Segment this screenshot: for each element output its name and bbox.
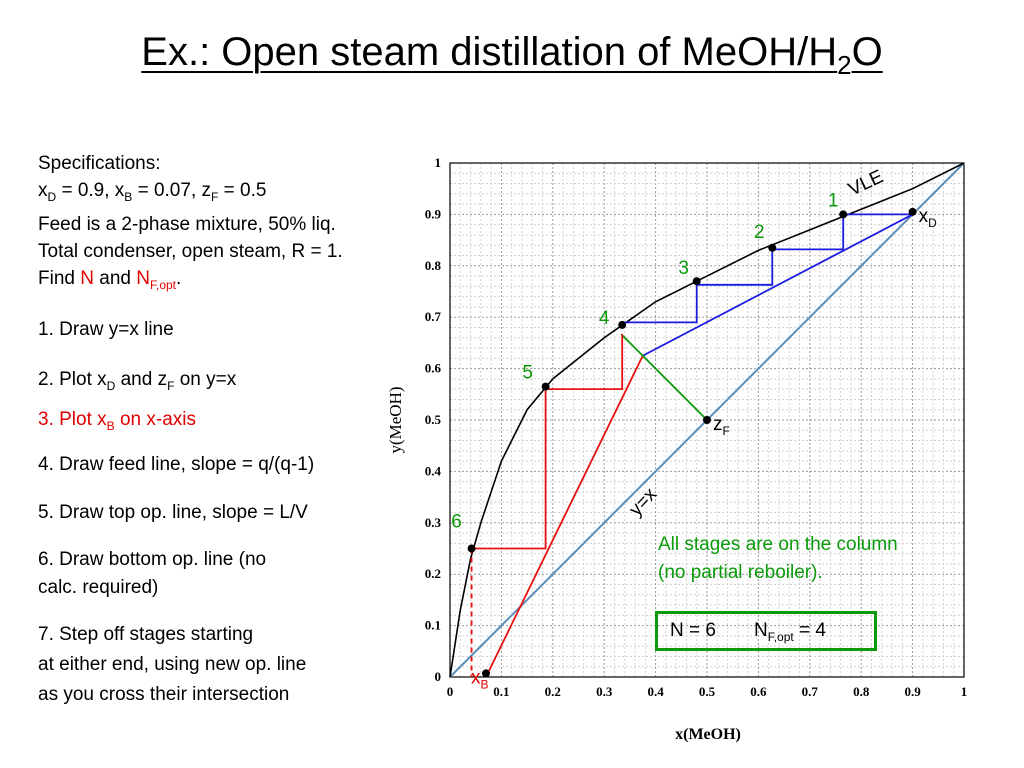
step-1: 1. Draw y=x line bbox=[38, 319, 174, 340]
y-tick-label: 0.1 bbox=[425, 618, 441, 633]
x-tick-label: 1 bbox=[961, 684, 968, 699]
spec-condenser: Total condenser, open steam, R = 1. bbox=[38, 240, 343, 262]
y-tick-label: 0.7 bbox=[425, 309, 442, 324]
step-6: 6. Draw bottom op. line (no calc. require… bbox=[38, 549, 267, 598]
top-stage-steps bbox=[622, 213, 913, 324]
diagonal-label: y=x bbox=[625, 484, 661, 521]
spec-compositions: xD = 0.9, xB = 0.07, zF = 0.5 bbox=[38, 180, 267, 204]
plot-frame bbox=[449, 162, 965, 678]
stage-note: All stages are on the column (no partial … bbox=[658, 534, 898, 583]
x-tick-label: 0.6 bbox=[750, 684, 767, 699]
spec-find: Find N and NF,opt. bbox=[38, 267, 182, 292]
step-7: 7. Step off stages starting at either end… bbox=[38, 624, 307, 705]
key-point bbox=[481, 669, 490, 678]
step-3: 3. Plot xB on x-axis bbox=[38, 409, 196, 433]
y-tick-label: 1 bbox=[435, 155, 442, 170]
x-tick-label: 0.9 bbox=[904, 684, 921, 699]
x-tick-label: 0 bbox=[447, 684, 454, 699]
stage-label: 6 bbox=[451, 512, 462, 533]
point-label: xB bbox=[471, 667, 489, 691]
top-operating-line bbox=[642, 213, 914, 357]
x-tick-label: 0.2 bbox=[545, 684, 561, 699]
x-tick-label: 0.4 bbox=[647, 684, 664, 699]
stage-label: 5 bbox=[522, 363, 533, 384]
stage-point bbox=[541, 382, 550, 391]
point-label: zF bbox=[713, 414, 730, 438]
point-label: xD bbox=[919, 206, 938, 230]
feed-line bbox=[620, 333, 708, 421]
y-axis-label: y(MeOH) bbox=[386, 386, 405, 453]
stage-point bbox=[467, 544, 476, 553]
x-axis-label: x(MeOH) bbox=[675, 726, 741, 743]
x-tick-label: 0.8 bbox=[853, 684, 870, 699]
stage-label: 3 bbox=[678, 258, 689, 279]
x-tick-label: 0.7 bbox=[802, 684, 819, 699]
bottom-stage-steps bbox=[471, 334, 624, 550]
y-tick-label: 0.4 bbox=[425, 463, 442, 478]
y-tick-label: 0 bbox=[435, 669, 442, 684]
stage-point bbox=[839, 210, 848, 219]
spec-feed: Feed is a 2-phase mixture, 50% liq. bbox=[38, 213, 336, 235]
result-box: N = 6 NF,opt = 4 bbox=[655, 611, 877, 651]
stage-label: 2 bbox=[754, 222, 765, 243]
x-tick-label: 0.5 bbox=[699, 684, 716, 699]
step-2: 2. Plot xD and zF on y=x bbox=[38, 369, 237, 393]
y-tick-label: 0.5 bbox=[425, 412, 442, 427]
y-tick-label: 0.2 bbox=[425, 566, 441, 581]
x-tick-label: 0.1 bbox=[493, 684, 509, 699]
y-tick-label: 0.9 bbox=[425, 206, 442, 221]
stage-label: 1 bbox=[828, 190, 839, 211]
y-tick-label: 0.8 bbox=[425, 258, 442, 273]
stage-label: 4 bbox=[599, 308, 610, 329]
x-tick-label: 0.3 bbox=[596, 684, 613, 699]
key-point bbox=[908, 207, 917, 216]
stage-point bbox=[618, 320, 627, 329]
key-point bbox=[703, 416, 711, 424]
slide-title: Ex.: Open steam distillation of MeOH/H2O bbox=[141, 30, 883, 80]
vle-label: VLE bbox=[845, 166, 886, 200]
specifications: Specifications: xD = 0.9, xB = 0.07, zF … bbox=[38, 150, 343, 299]
stage-point bbox=[768, 243, 777, 252]
bottom-operating-line bbox=[485, 355, 644, 678]
y-tick-label: 0.3 bbox=[425, 515, 442, 530]
axis-ticks: 00 0.1 0.1 0.2 0.2 0.3 0.3 0.4 0.4 0.5 0.5 0.6 0.6 0.… bbox=[425, 155, 968, 699]
step-4: 4. Draw feed line, slope = q/(q-1) bbox=[38, 454, 315, 475]
spec-heading: Specifications: bbox=[38, 153, 161, 174]
stage-point bbox=[692, 277, 701, 286]
grid-lines bbox=[450, 163, 964, 677]
y-tick-label: 0.6 bbox=[425, 361, 442, 376]
step-5: 5. Draw top op. line, slope = L/V bbox=[38, 502, 308, 523]
